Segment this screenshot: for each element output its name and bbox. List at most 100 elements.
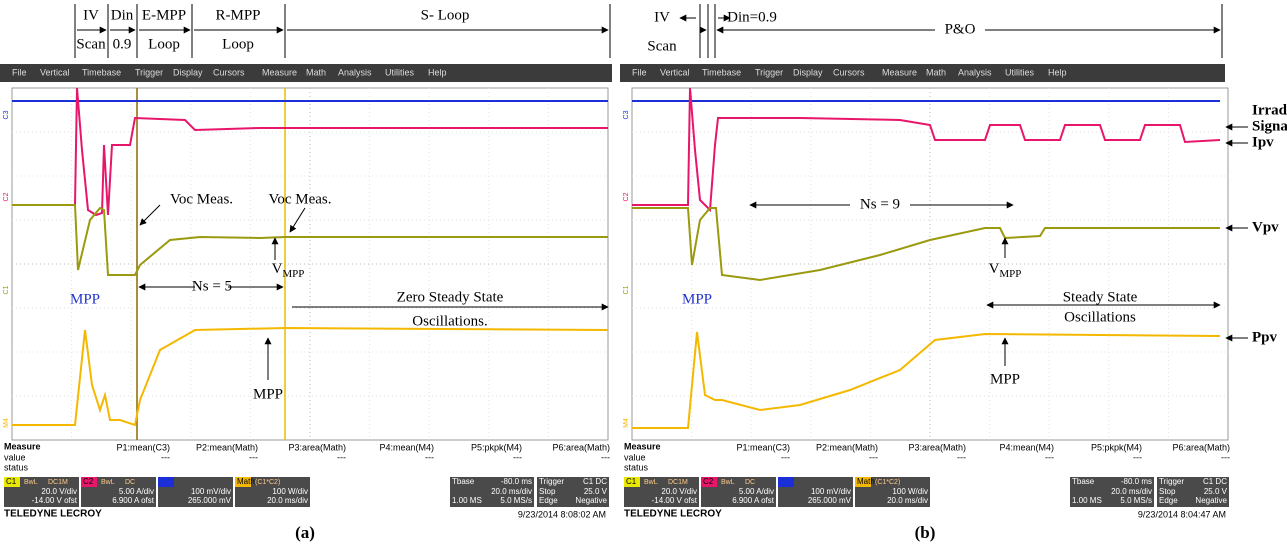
trace-label: C1 bbox=[623, 285, 630, 294]
figure: IVScanDin0.9E-MPPLoopR-MPPLoopS- LoopFil… bbox=[0, 0, 1287, 547]
channel-setting: 100 W/div bbox=[892, 487, 928, 496]
annotation: Zero Steady State bbox=[397, 289, 504, 305]
measure-param: P6:area(Math) bbox=[552, 442, 610, 452]
annotation: Ns = 5 bbox=[192, 278, 232, 294]
channel-setting: 265.000 mV bbox=[808, 496, 852, 505]
measure-param: P1:mean(C3) bbox=[736, 442, 790, 452]
trace-label: C2 bbox=[623, 192, 630, 201]
channel-tag-text: (C1*C2) bbox=[875, 479, 900, 486]
measure-value: --- bbox=[1045, 452, 1054, 462]
annotation: MPP bbox=[682, 291, 712, 307]
menu-item: Trigger bbox=[135, 67, 163, 77]
signal-label: Ppv bbox=[1252, 329, 1278, 345]
trigger-tag: C1 DC bbox=[583, 477, 607, 486]
trigger-name: Trigger bbox=[1159, 477, 1184, 486]
channel-name: Math bbox=[237, 477, 255, 486]
channel-setting: 20.0 ms/div bbox=[887, 496, 928, 505]
signal-label: Irradia bbox=[1252, 102, 1287, 118]
timebase-name: Tbase bbox=[1072, 477, 1095, 486]
trace-label: C3 bbox=[3, 110, 10, 119]
channel-setting: 5.00 A/div bbox=[119, 487, 154, 496]
channel-setting: 100 mV/div bbox=[811, 487, 851, 496]
timebase-setting: -80.0 ms bbox=[501, 477, 532, 486]
trigger-setting: Negative bbox=[1195, 496, 1227, 505]
menu-item: Help bbox=[428, 67, 447, 77]
menu-item: Display bbox=[173, 67, 203, 77]
annotation-sub: MPP bbox=[282, 268, 304, 280]
measure-row: status bbox=[4, 462, 29, 472]
annotation: Voc Meas. bbox=[268, 191, 331, 207]
trigger-setting: Stop bbox=[1159, 487, 1176, 496]
trigger-setting: Edge bbox=[1159, 496, 1178, 505]
annotation: Ns = 9 bbox=[860, 196, 900, 212]
measure-row: value bbox=[624, 452, 646, 462]
measure-param: P2:mean(Math) bbox=[816, 442, 878, 452]
menu-item: Vertical bbox=[40, 67, 70, 77]
trigger-setting: Stop bbox=[539, 487, 556, 496]
channel-tag-text: BwL bbox=[644, 479, 658, 486]
channel-setting: 20.0 V/div bbox=[41, 487, 77, 496]
annotation: MPP bbox=[70, 291, 100, 307]
menu-item: Help bbox=[1048, 67, 1067, 77]
phase-label: Loop bbox=[222, 36, 254, 52]
measure-param: P5:pkpk(M4) bbox=[1091, 442, 1142, 452]
channel-tag-text: DC bbox=[125, 479, 135, 486]
trace-label: M4 bbox=[3, 418, 10, 428]
menu-item: Timebase bbox=[82, 67, 121, 77]
menu-item: File bbox=[632, 67, 647, 77]
measure-value: --- bbox=[1221, 452, 1230, 462]
trigger-setting: 25.0 V bbox=[1204, 487, 1228, 496]
channel-tag-text: BwL bbox=[24, 479, 38, 486]
timestamp: 9/23/2014 8:08:02 AM bbox=[518, 509, 606, 519]
measure-row: value bbox=[4, 452, 26, 462]
menu-item: Math bbox=[306, 67, 326, 77]
channel-setting: 100 mV/div bbox=[191, 487, 231, 496]
measure-value: --- bbox=[425, 452, 434, 462]
phase-label: Din bbox=[111, 7, 134, 23]
menu-item: Cursors bbox=[833, 67, 865, 77]
measure-param: P6:area(Math) bbox=[1172, 442, 1230, 452]
channel-setting: 6.900 A ofst bbox=[732, 496, 775, 505]
channel-tag-text: (C1*C2) bbox=[255, 479, 280, 486]
channel-name: C1 bbox=[6, 477, 17, 486]
timebase-setting: 1.00 MS bbox=[452, 496, 482, 505]
trigger-tag: C1 DC bbox=[1203, 477, 1227, 486]
panel-label: (b) bbox=[915, 523, 936, 542]
phase-label: IV bbox=[83, 7, 99, 23]
timebase-setting: 5.0 MS/s bbox=[500, 496, 532, 505]
measure-value: --- bbox=[781, 452, 790, 462]
brand: TELEDYNE LECROY bbox=[624, 509, 722, 520]
measure-header: Measure bbox=[624, 441, 661, 451]
channel-name: C2 bbox=[703, 477, 714, 486]
measure-param: P2:mean(Math) bbox=[196, 442, 258, 452]
channel-setting: 265.000 mV bbox=[188, 496, 232, 505]
phase-label: S- Loop bbox=[421, 7, 470, 23]
channel-setting: 6.900 A ofst bbox=[112, 496, 155, 505]
signal-label: Vpv bbox=[1252, 219, 1279, 235]
menu-item: File bbox=[12, 67, 27, 77]
menu-item: Display bbox=[793, 67, 823, 77]
measure-param: P3:area(Math) bbox=[288, 442, 346, 452]
phase-label: Din=0.9 bbox=[727, 9, 777, 25]
phase-label: Loop bbox=[148, 36, 180, 52]
phase-label: R-MPP bbox=[215, 7, 260, 23]
channel-setting: 20.0 ms/div bbox=[267, 496, 308, 505]
phase-label: P&O bbox=[945, 21, 976, 37]
phase-label: IV bbox=[654, 9, 670, 25]
annotation: Oscillations. bbox=[412, 313, 487, 329]
timebase-setting: -80.0 ms bbox=[1121, 477, 1152, 486]
channel-tag bbox=[778, 477, 794, 487]
annotation: Steady State bbox=[1063, 289, 1138, 305]
phase-label: 0.9 bbox=[113, 36, 132, 52]
menu-item: Trigger bbox=[755, 67, 783, 77]
annotation-sub: MPP bbox=[999, 268, 1021, 280]
trace-label: C1 bbox=[3, 285, 10, 294]
annotation: MPP bbox=[990, 371, 1020, 387]
channel-tag-text: DC1M bbox=[668, 479, 688, 486]
timestamp: 9/23/2014 8:04:47 AM bbox=[1138, 509, 1226, 519]
brand: TELEDYNE LECROY bbox=[4, 509, 102, 520]
trigger-setting: 25.0 V bbox=[584, 487, 608, 496]
channel-tag-text: BwL bbox=[101, 479, 115, 486]
measure-value: --- bbox=[249, 452, 258, 462]
menu-item: Math bbox=[926, 67, 946, 77]
